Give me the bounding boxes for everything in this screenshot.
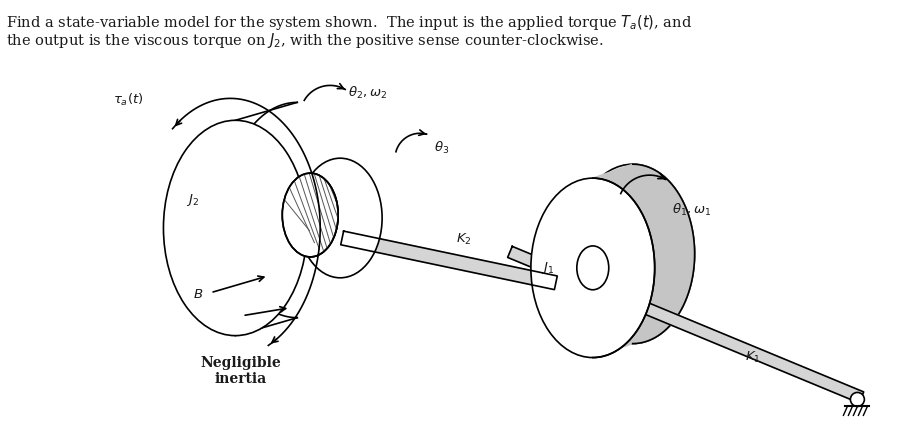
Text: $\theta_1, \omega_1$: $\theta_1, \omega_1$ <box>671 202 711 218</box>
Text: $K_1$: $K_1$ <box>744 350 761 365</box>
Ellipse shape <box>282 173 338 257</box>
Text: $K_2$: $K_2$ <box>456 233 472 247</box>
Ellipse shape <box>531 178 655 357</box>
Polygon shape <box>507 246 864 403</box>
Text: the output is the viscous torque on $J_2$, with the positive sense counter-clock: the output is the viscous torque on $J_2… <box>5 31 604 49</box>
Text: Negligible
inertia: Negligible inertia <box>200 356 281 386</box>
Text: $J_2$: $J_2$ <box>186 192 199 208</box>
Ellipse shape <box>298 158 382 278</box>
Text: $\theta_3$: $\theta_3$ <box>434 140 449 156</box>
Ellipse shape <box>850 392 865 406</box>
Ellipse shape <box>571 164 694 343</box>
Text: $\theta_2, \omega_2$: $\theta_2, \omega_2$ <box>348 85 387 102</box>
Ellipse shape <box>304 165 360 249</box>
Text: $J_1$: $J_1$ <box>541 260 555 276</box>
Text: Find a state-variable model for the system shown.  The input is the applied torq: Find a state-variable model for the syst… <box>5 13 691 32</box>
Text: $\tau_a(t)$: $\tau_a(t)$ <box>113 92 144 109</box>
Polygon shape <box>311 165 360 257</box>
Ellipse shape <box>577 246 609 290</box>
Text: $B$: $B$ <box>193 288 203 301</box>
Polygon shape <box>593 164 694 357</box>
Polygon shape <box>341 231 558 290</box>
Ellipse shape <box>163 120 307 336</box>
